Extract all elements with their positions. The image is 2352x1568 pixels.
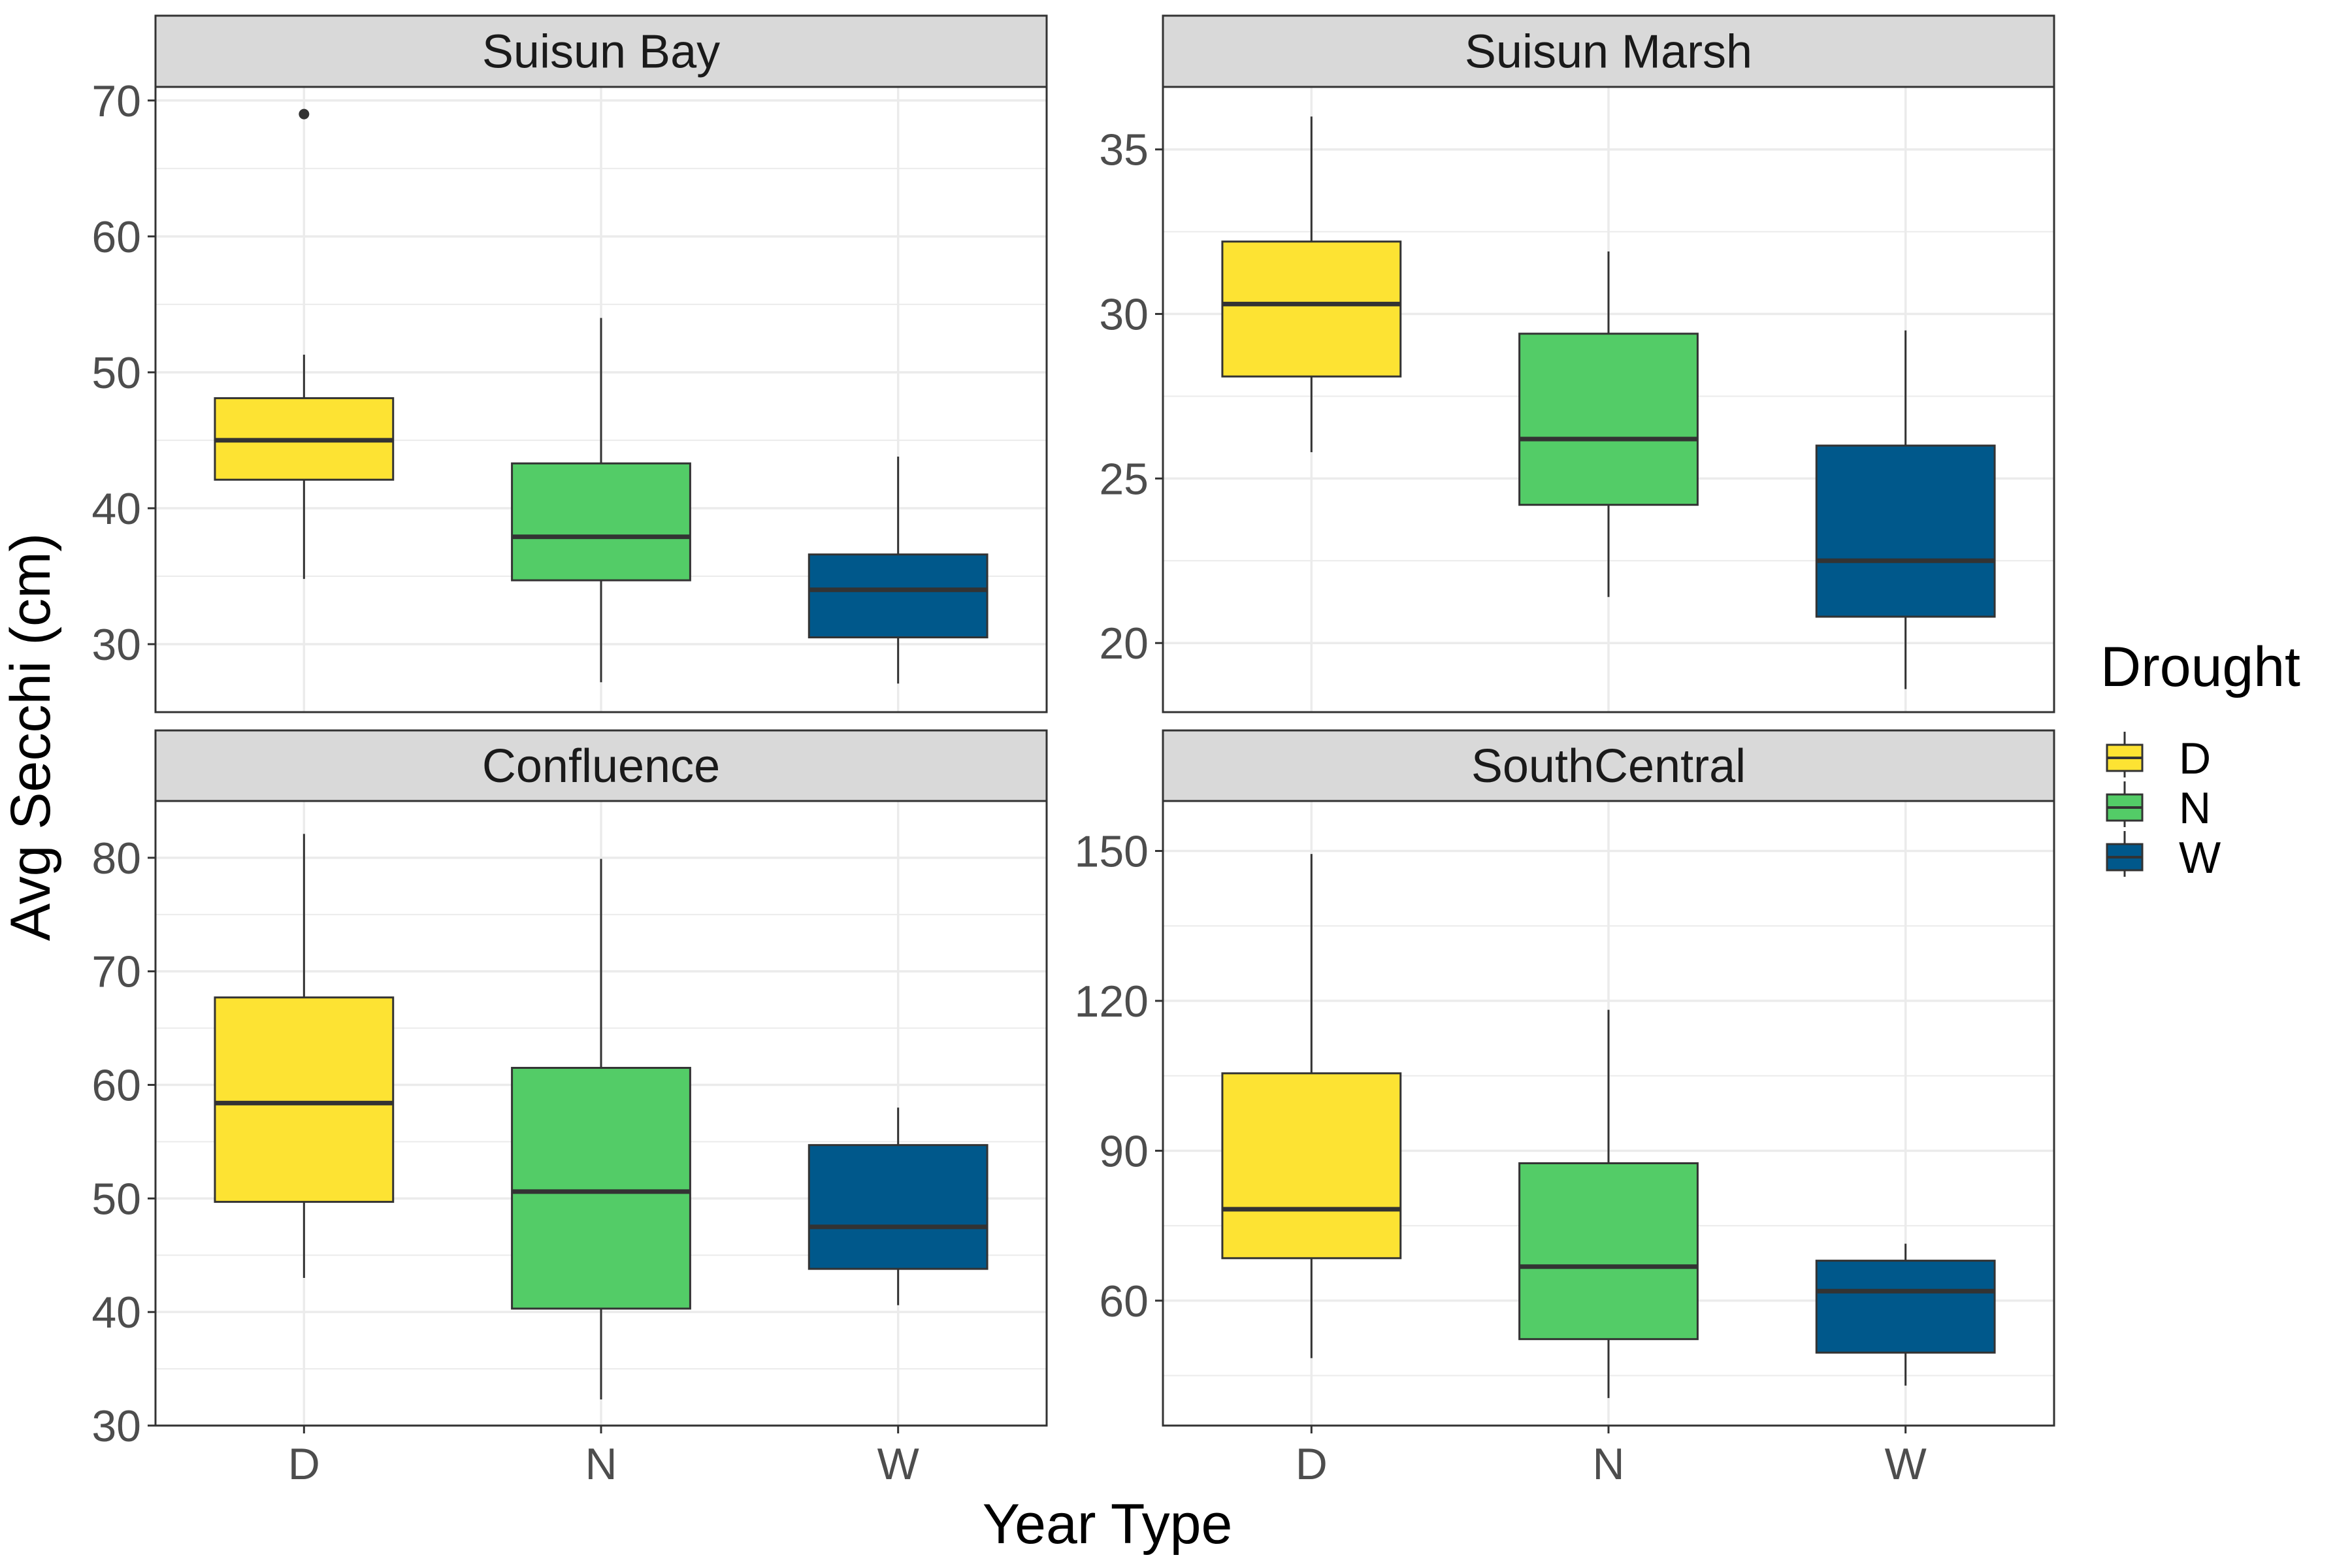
box-iqr: [1518, 333, 1699, 506]
facet-panel: Suisun Bay 30 40 50 60 70: [91, 14, 1048, 713]
box-iqr: [1815, 1260, 1996, 1354]
facet-panel: Suisun Marsh 20 25 30 35: [1099, 14, 2055, 713]
box-iqr: [1221, 1072, 1402, 1260]
y-tick-label: 35: [1099, 125, 1149, 175]
x-axis-title: Year Type: [983, 1493, 1233, 1556]
box-iqr: [214, 996, 395, 1203]
y-tick-label: 60: [91, 1061, 141, 1111]
y-tick-label: 50: [91, 1174, 141, 1224]
panel-border: [154, 86, 1048, 713]
y-tick-label: 80: [91, 834, 141, 883]
legend: Drought DNW: [2100, 636, 2300, 883]
legend-items: DNW: [2106, 732, 2221, 883]
legend-item: W: [2106, 831, 2221, 883]
y-tick-label: 20: [1099, 619, 1149, 668]
facet-strip-title: SouthCentral: [1471, 740, 1746, 792]
facet-strip-title: Suisun Marsh: [1465, 26, 1752, 78]
x-tick-label: D: [1296, 1439, 1328, 1489]
y-tick-label: 30: [1099, 290, 1149, 340]
box-iqr: [1221, 240, 1402, 378]
legend-item: N: [2106, 781, 2211, 833]
x-tick-label: W: [1885, 1439, 1927, 1489]
y-tick-label: 70: [91, 76, 141, 126]
x-tick-label: N: [585, 1439, 617, 1489]
y-tick-label: 25: [1099, 454, 1149, 504]
facet-strip-title: Suisun Bay: [482, 26, 720, 78]
facet-panel: Confluence 30 40 50 60 70 80 D N W: [91, 729, 1048, 1489]
box-D: [214, 834, 395, 1279]
legend-label: N: [2179, 783, 2211, 833]
facet-panels: Suisun Bay 30 40 50 60 70 Suisun Marsh 20 25 30 35…: [91, 14, 2055, 1489]
y-axis-title: Avg Secchi (cm): [0, 533, 62, 941]
facet-panel: SouthCentral 60 90 120 150 D N W: [1075, 729, 2055, 1489]
box-N: [1518, 1009, 1699, 1398]
box-W: [1815, 1243, 1996, 1386]
panel-border: [1162, 86, 2055, 713]
box-D: [214, 108, 395, 580]
legend-item: D: [2106, 732, 2211, 783]
x-tick-label: W: [877, 1439, 919, 1489]
box-iqr: [1518, 1162, 1699, 1341]
y-tick-label: 150: [1075, 826, 1149, 876]
y-tick-label: 120: [1075, 977, 1149, 1026]
facet-strip: [154, 729, 1048, 802]
facet-strip: [1162, 729, 2055, 802]
y-tick-label: 40: [91, 1288, 141, 1337]
y-tick-label: 60: [91, 212, 141, 262]
x-tick-label: D: [288, 1439, 320, 1489]
box-iqr: [808, 553, 988, 639]
box-iqr: [511, 1066, 691, 1310]
box-iqr: [1815, 444, 1996, 618]
box-W: [808, 1107, 988, 1305]
y-tick-label: 30: [91, 620, 141, 670]
y-tick-label: 50: [91, 348, 141, 398]
legend-label: D: [2179, 734, 2211, 783]
box-W: [1815, 330, 1996, 689]
box-N: [1518, 251, 1699, 597]
box-D: [1221, 854, 1402, 1358]
x-tick-label: N: [1592, 1439, 1624, 1489]
y-tick-label: 40: [91, 484, 141, 534]
box-iqr: [808, 1144, 988, 1270]
facet-strip: [154, 14, 1048, 88]
y-tick-label: 70: [91, 947, 141, 997]
outlier-point: [299, 108, 310, 120]
y-tick-label: 60: [1099, 1277, 1149, 1326]
box-N: [511, 318, 691, 683]
facet-strip-title: Confluence: [482, 740, 720, 792]
y-tick-label: 30: [91, 1401, 141, 1451]
box-iqr: [511, 462, 691, 581]
legend-label: W: [2179, 833, 2221, 883]
box-W: [808, 456, 988, 684]
facet-strip: [1162, 14, 2055, 88]
box-D: [1221, 116, 1402, 453]
legend-title: Drought: [2100, 636, 2300, 698]
y-tick-label: 90: [1099, 1126, 1149, 1176]
box-N: [511, 858, 691, 1400]
